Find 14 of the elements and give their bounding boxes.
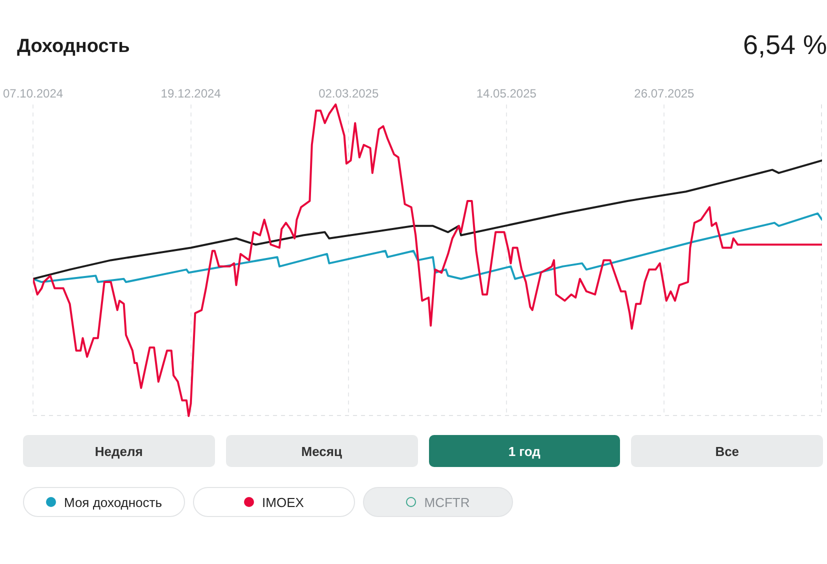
legend-label: IMOEX bbox=[262, 494, 304, 510]
x-tick-label: 14.05.2025 bbox=[476, 86, 537, 101]
text: Все bbox=[631, 435, 823, 467]
text: 1 год bbox=[428, 435, 620, 467]
text: Месяц bbox=[226, 435, 418, 467]
chart-subtitle: 6,54 % bbox=[742, 30, 827, 61]
legend-label: Моя доходность bbox=[64, 494, 162, 510]
x-tick-label: 07.10.2024 bbox=[3, 86, 64, 101]
chart-title: Доходность bbox=[17, 36, 130, 58]
text: Неделя bbox=[23, 435, 215, 467]
x-tick-label: 26.07.2025 bbox=[634, 86, 695, 101]
x-tick-label: 19.12.2024 bbox=[160, 86, 222, 101]
x-tick-label: 02.03.2025 bbox=[318, 86, 379, 101]
text: MCFTR bbox=[424, 494, 470, 510]
